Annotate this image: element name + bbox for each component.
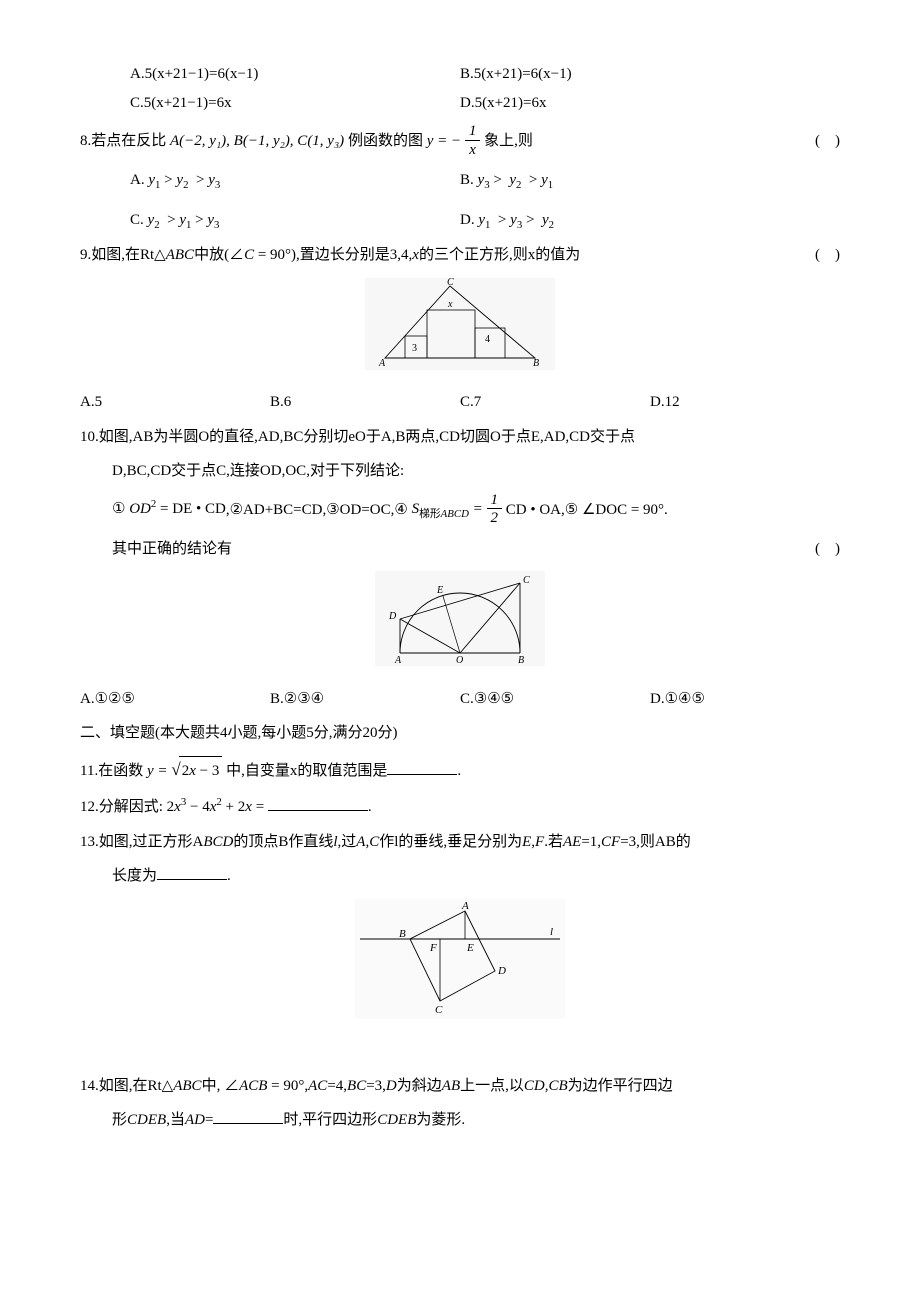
- svg-text:4: 4: [485, 334, 490, 345]
- q9-stem: 9.如图,在Rt△ABC中放(∠C = 90°),置边长分别是3,4,x的三个正…: [80, 241, 840, 270]
- q7-opt-d: D.5(x+21)=6x: [460, 95, 547, 111]
- q8-paren: ( ): [795, 127, 840, 156]
- q9-opt-d: D.12: [650, 388, 840, 417]
- q8-pre: 8.若点在反比: [80, 133, 166, 149]
- q10-line2: D,BC,CD交于点C,连接OD,OC,对于下列结论:: [80, 457, 840, 486]
- q8-pts: A(−2, y₁), B(−1, y₂), C(1, y₃): [166, 133, 348, 149]
- q12: 12.分解因式: 2x3 − 4x2 + 2x = .: [80, 792, 840, 822]
- svg-text:l: l: [550, 926, 553, 938]
- q10-opt-c: C.③④⑤: [460, 685, 650, 714]
- svg-text:A: A: [394, 655, 402, 666]
- q13-blank: [157, 865, 227, 880]
- q14-blank: [213, 1109, 283, 1124]
- svg-text:F: F: [429, 942, 437, 954]
- svg-text:E: E: [436, 585, 443, 596]
- q10-opt-d: D.①④⑤: [650, 685, 840, 714]
- q9-figure: 3 x 4 A B C: [80, 278, 840, 381]
- q9-opt-c: C.7: [460, 388, 650, 417]
- q8-stem: 8.若点在反比 A(−2, y₁), B(−1, y₂), C(1, y₃) 例…: [80, 123, 840, 160]
- q10-line1: 10.如图,AB为半圆O的直径,AD,BC分别切еO于A,B两点,CD切圆O于点…: [80, 423, 840, 452]
- q10-opt-b: B.②③④: [270, 685, 460, 714]
- q8-row2: C. y2 > y1 > y3 D. y1 > y3 > y2: [80, 206, 840, 236]
- q10-figure: A O B D C E: [80, 571, 840, 677]
- q8-opt-d: D. y1 > y3 > y2: [460, 212, 554, 228]
- q9-options: A.5 B.6 C.7 D.12: [80, 388, 840, 417]
- q7-opt-c: C.5(x+21−1)=6x: [130, 95, 232, 111]
- svg-text:A: A: [378, 358, 386, 369]
- q8-opt-a: A. y1 > y2 > y3: [130, 172, 220, 188]
- svg-text:3: 3: [412, 343, 417, 354]
- q10-opt-a: A.①②⑤: [80, 685, 270, 714]
- q8-func: y = − 1x: [427, 133, 481, 149]
- q13-figure: A B C D E F l: [80, 899, 840, 1030]
- q10-claims: ① OD2 = DE • CD,②AD+BC=CD,③OD=OC,④ S梯形AB…: [80, 492, 840, 529]
- svg-text:A: A: [461, 900, 469, 912]
- q9-paren: ( ): [795, 241, 840, 270]
- q14-line1: 14.如图,在Rt△ABC中, ∠ACB = 90°,AC=4,BC=3,D为斜…: [80, 1072, 840, 1101]
- q11-blank: [387, 760, 457, 775]
- svg-text:E: E: [466, 942, 474, 954]
- svg-text:B: B: [399, 928, 406, 940]
- svg-text:D: D: [497, 965, 506, 977]
- q7-opt-a: A.5(x+21−1)=6(x−1): [130, 66, 258, 82]
- svg-text:B: B: [518, 655, 524, 666]
- svg-text:x: x: [447, 299, 453, 310]
- q11: 11.在函数 y = √2x − 3 中,自变量x的取值范围是.: [80, 754, 840, 787]
- q9-opt-b: B.6: [270, 388, 460, 417]
- q7-row1: A.5(x+21−1)=6(x−1) B.5(x+21)=6(x−1): [80, 60, 840, 89]
- q8-mid: 例函数的图: [348, 133, 423, 149]
- q9-opt-a: A.5: [80, 388, 270, 417]
- svg-text:C: C: [523, 575, 530, 586]
- q10-options: A.①②⑤ B.②③④ C.③④⑤ D.①④⑤: [80, 685, 840, 714]
- svg-text:O: O: [456, 655, 463, 666]
- q8-opt-c: C. y2 > y1 > y3: [130, 212, 219, 228]
- q7-row2: C.5(x+21−1)=6x D.5(x+21)=6x: [80, 89, 840, 118]
- svg-text:D: D: [388, 611, 397, 622]
- svg-text:C: C: [435, 1004, 443, 1016]
- q8-row1: A. y1 > y2 > y3 B. y3 > y2 > y1: [80, 166, 840, 196]
- q13-line1: 13.如图,过正方形ABCD的顶点B作直线l,过A,C作l的垂线,垂足分别为E,…: [80, 828, 840, 857]
- q7-opt-b: B.5(x+21)=6(x−1): [460, 66, 572, 82]
- q13-line2: 长度为.: [80, 862, 840, 891]
- q8-post: 象上,则: [484, 133, 533, 149]
- q8-opt-b: B. y3 > y2 > y1: [460, 172, 553, 188]
- svg-text:B: B: [533, 358, 539, 369]
- q10-paren: ( ): [795, 535, 840, 564]
- q10-line4: 其中正确的结论有 ( ): [80, 535, 840, 564]
- q14-line2: 形CDEB,当AD=时,平行四边形CDEB为菱形.: [80, 1106, 840, 1135]
- q12-blank: [268, 796, 368, 811]
- section2-title: 二、填空题(本大题共4小题,每小题5分,满分20分): [80, 719, 840, 748]
- svg-text:C: C: [447, 278, 454, 288]
